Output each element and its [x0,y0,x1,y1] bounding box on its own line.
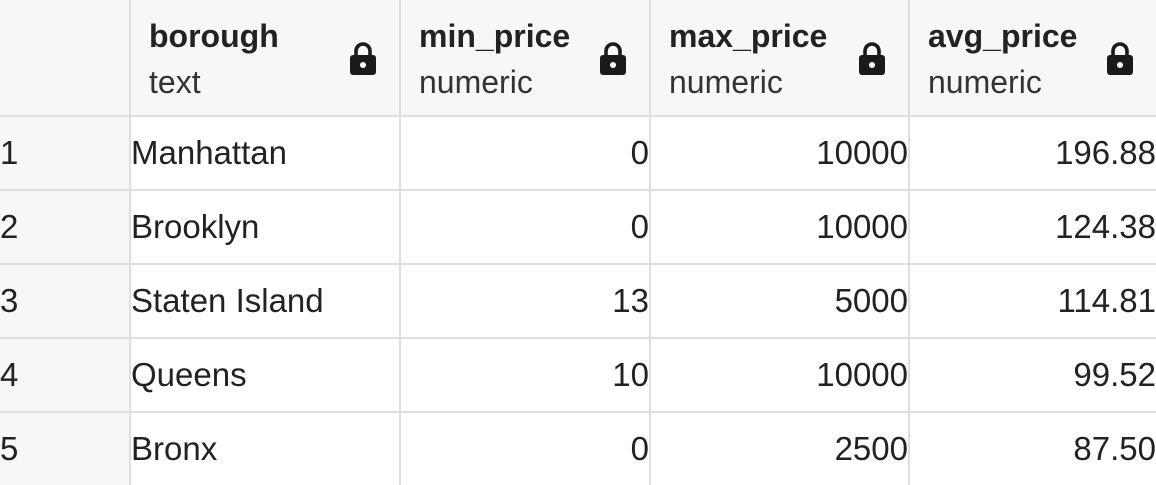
cell-avg-price[interactable]: 124.38 [908,189,1156,265]
column-type: numeric [669,64,783,100]
cell-max-price[interactable]: 10000 [649,337,910,413]
cell-borough[interactable]: Brooklyn [129,189,401,265]
row-number-header [0,0,131,117]
column-type: numeric [419,64,533,100]
cell-borough[interactable]: Manhattan [129,116,401,191]
column-header-avg-price[interactable]: avg_price numeric [908,0,1156,117]
lock-icon [600,42,626,75]
column-type: numeric [928,64,1042,100]
cell-min-price[interactable]: 10 [399,337,651,413]
column-name: borough [149,18,279,54]
cell-avg-price[interactable]: 196.88 [908,116,1156,191]
cell-avg-price[interactable]: 99.52 [908,337,1156,413]
column-header-max-price[interactable]: max_price numeric [649,0,910,117]
column-name: avg_price [928,18,1078,54]
table-row[interactable]: 2 Brooklyn 0 10000 124.38 [0,189,1156,265]
cell-borough[interactable]: Bronx [129,411,401,485]
cell-max-price[interactable]: 10000 [649,189,910,265]
lock-icon [859,42,885,75]
row-number[interactable]: 1 [0,116,131,191]
lock-icon [1107,42,1133,75]
column-name: max_price [669,18,828,54]
column-header-borough[interactable]: borough text [129,0,401,117]
cell-min-price[interactable]: 0 [399,116,651,191]
cell-borough[interactable]: Staten Island [129,263,401,339]
cell-max-price[interactable]: 2500 [649,411,910,485]
column-type: text [149,64,201,100]
cell-max-price[interactable]: 5000 [649,263,910,339]
table-row[interactable]: 1 Manhattan 0 10000 196.88 [0,116,1156,191]
cell-min-price[interactable]: 0 [399,411,651,485]
cell-min-price[interactable]: 13 [399,263,651,339]
row-number[interactable]: 2 [0,189,131,265]
table-row[interactable]: 5 Bronx 0 2500 87.50 [0,411,1156,485]
row-number[interactable]: 3 [0,263,131,339]
row-number[interactable]: 5 [0,411,131,485]
cell-max-price[interactable]: 10000 [649,116,910,191]
cell-min-price[interactable]: 0 [399,189,651,265]
cell-avg-price[interactable]: 87.50 [908,411,1156,485]
cell-borough[interactable]: Queens [129,337,401,413]
lock-icon [350,42,376,75]
column-name: min_price [419,18,571,54]
column-header-min-price[interactable]: min_price numeric [399,0,651,117]
cell-avg-price[interactable]: 114.81 [908,263,1156,339]
row-number[interactable]: 4 [0,337,131,413]
table-row[interactable]: 3 Staten Island 13 5000 114.81 [0,263,1156,339]
table-row[interactable]: 4 Queens 10 10000 99.52 [0,337,1156,413]
header-row: borough text min_price numeric [0,0,1156,117]
